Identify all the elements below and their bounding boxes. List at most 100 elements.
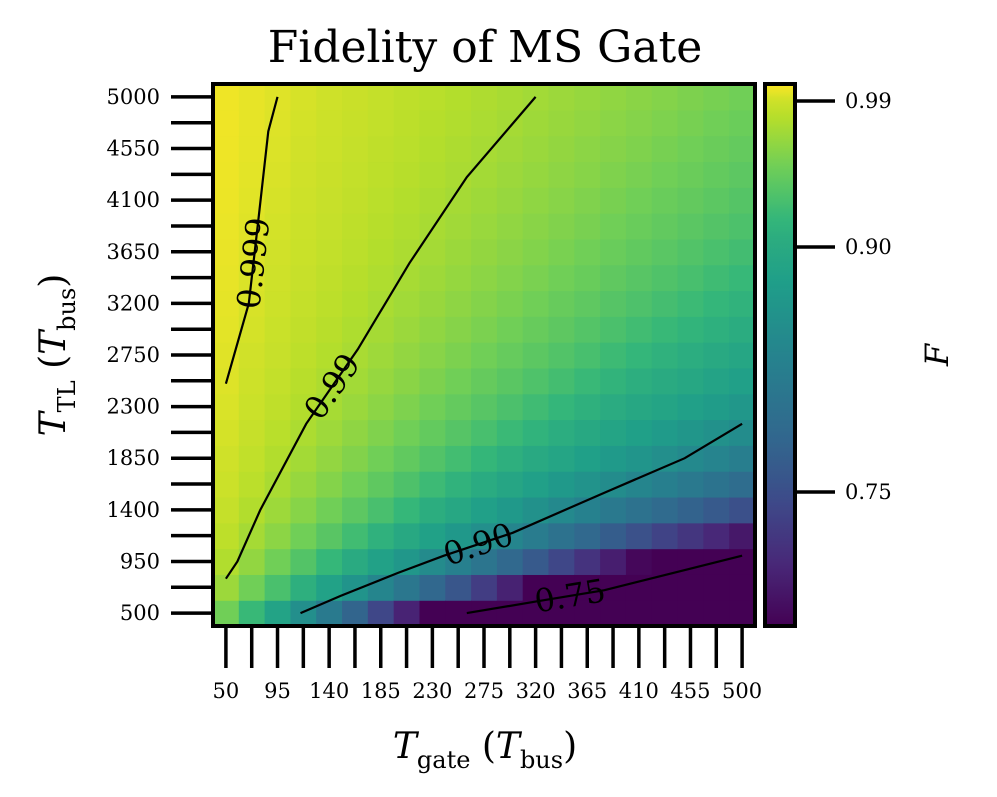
x-tick-label: 455 [670,679,710,703]
heatmap-cell [496,316,524,343]
heatmap-cell [419,445,446,472]
heatmap-cell [419,264,446,292]
heatmap-cell [316,238,343,266]
heatmap-cell [367,316,395,343]
heatmap-cell [213,316,240,343]
heatmap-cell [703,238,730,266]
heatmap-cell [264,574,292,601]
heatmap-cell [496,213,524,240]
heatmap-cell [651,161,679,188]
chart-title: Fidelity of MS Gate [268,22,703,73]
heatmap-cell [729,187,756,214]
heatmap-cell [522,238,550,266]
heatmap-cell [729,522,756,550]
heatmap-cell [213,548,240,575]
y-tick-label: 3200 [107,291,160,315]
colorbar-gradient [765,84,795,626]
heatmap-cell [522,109,550,137]
heatmap-cell [522,135,550,163]
heatmap-cell [729,109,756,137]
heatmap-cell [651,600,679,627]
heatmap-cell [522,600,550,627]
colorbar: 0.99 0.90 0.75 [763,82,892,628]
heatmap-cell [419,290,446,317]
heatmap-cell [419,187,446,214]
heatmap-cell [238,238,266,266]
x-axis-label-main: T [393,726,420,767]
heatmap-cell [703,290,730,317]
heatmap-cell [445,109,472,137]
heatmap-cell [316,496,343,524]
heatmap-cell [677,574,704,601]
x-tick-label: 365 [567,679,607,703]
heatmap-cell [213,161,240,188]
heatmap-cell [677,238,704,266]
heatmap-cell [213,135,240,163]
heatmap-cell [625,264,653,292]
heatmap-cell [600,135,627,163]
heatmap-cell [729,393,756,421]
heatmap-cell [651,213,679,240]
x-tick-label: 50 [213,679,240,703]
heatmap-cell [238,213,266,240]
heatmap-cell [496,109,524,137]
heatmap-cell [264,290,292,317]
heatmap-cell [367,367,395,395]
heatmap-cell [548,109,575,137]
heatmap-cell [264,522,292,550]
heatmap-cell [419,161,446,188]
heatmap-cell [445,161,472,188]
heatmap-cell [548,135,575,163]
heatmap-cell [316,161,343,188]
heatmap-cell [574,290,601,317]
heatmap-cell [213,264,240,292]
heatmap-cell [729,367,756,395]
heatmap-cell [290,213,317,240]
heatmap-cell [290,135,317,163]
y-axis-label: TTL (Tbus) [33,274,81,437]
y-axis-ticks: 500 950 1400 1850 2300 2750 3200 3650 4100 4550 50… [107,85,211,625]
heatmap-cell [574,393,601,421]
x-tick-label: 185 [361,679,401,703]
heatmap-cell [677,187,704,214]
heatmap-cell [574,238,601,266]
heatmap-cell [393,367,421,395]
heatmap-cell [445,367,472,395]
heatmap-cell [496,135,524,163]
colorbar-label: F [918,342,956,367]
heatmap-cell [316,290,343,317]
heatmap-cell [290,290,317,317]
heatmap-cell [264,548,292,575]
heatmap-cell [264,419,292,446]
x-tick-label: 320 [516,679,556,703]
heatmap-cell [264,213,292,240]
heatmap-cell [471,109,498,137]
heatmap-cell [677,393,704,421]
heatmap-cell [496,84,524,111]
heatmap-cell [600,342,627,369]
heatmap-cell [677,264,704,292]
heatmap-cell [600,290,627,317]
x-axis-ticks: 50 95 140 185 230 275 320 365 410 455 500 [213,628,762,703]
heatmap-cell [471,445,498,472]
heatmap-cell [703,109,730,137]
heatmap-cell [264,393,292,421]
heatmap-cell [703,161,730,188]
heatmap-cell [677,367,704,395]
heatmap-cell [264,187,292,214]
y-axis-label-paren-sub: bus [53,288,81,331]
heatmap-cell [445,445,472,472]
heatmap-cell [342,213,369,240]
heatmap-cell [600,522,627,550]
heatmap-cell [548,264,575,292]
y-axis-label-sub: TL [53,380,81,412]
heatmap-cell [290,471,317,498]
heatmap-cell [729,600,756,627]
heatmap-cell [600,445,627,472]
heatmap-cell [367,419,395,446]
heatmap-cell [471,367,498,395]
y-tick-label: 1850 [107,446,160,470]
heatmap-cell [496,161,524,188]
heatmap-cell [367,161,395,188]
heatmap-cell [625,419,653,446]
